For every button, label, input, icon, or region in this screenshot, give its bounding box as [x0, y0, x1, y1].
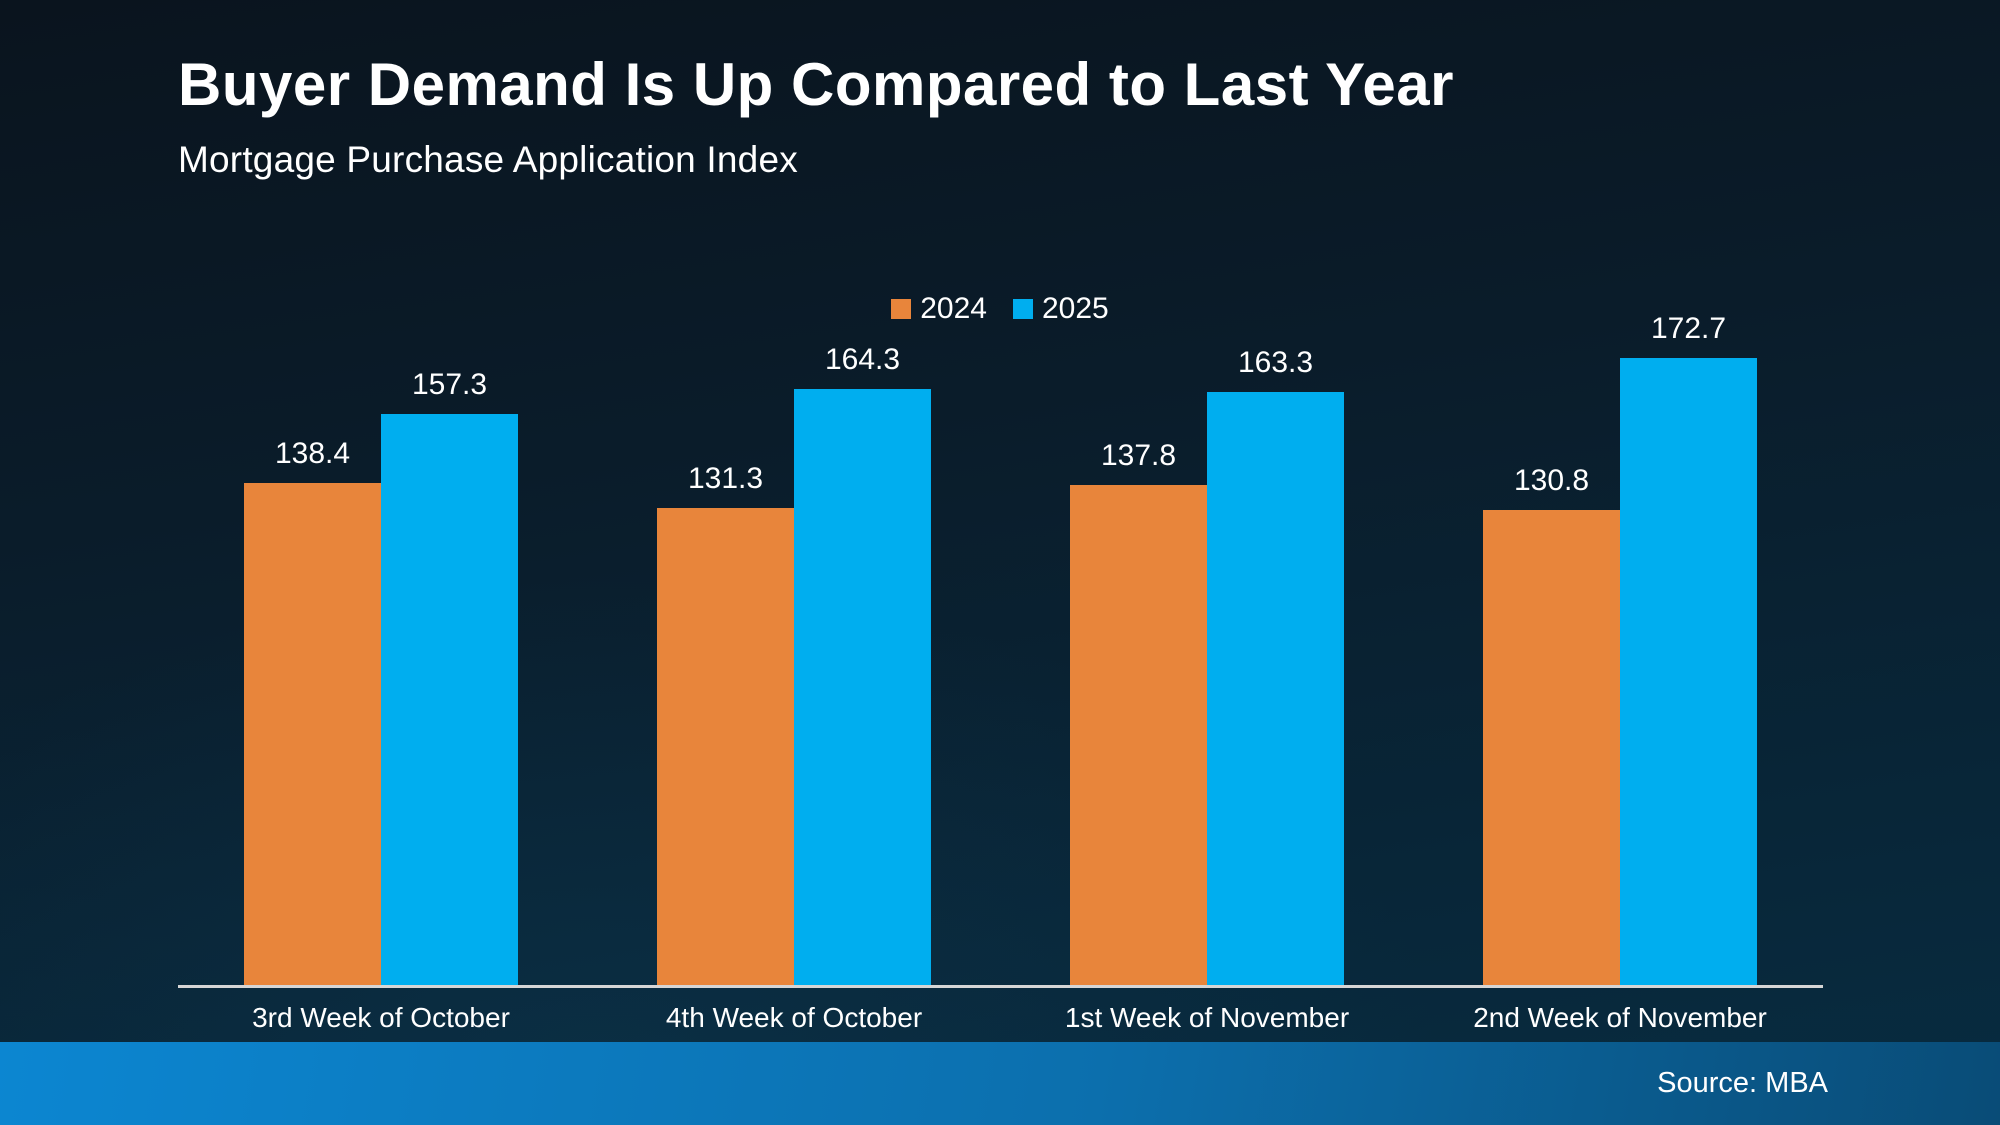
bar-2025: [1207, 392, 1344, 985]
bar-group: 131.3 164.3: [657, 342, 931, 985]
bar-2025: [381, 413, 518, 985]
bar-2024: [244, 482, 381, 985]
page-title: Buyer Demand Is Up Compared to Last Year: [178, 51, 1454, 118]
footer-banner: Source: MBA: [0, 1042, 2000, 1125]
chart-header: Buyer Demand Is Up Compared to Last Year…: [178, 50, 1454, 181]
bar-2025: [794, 388, 931, 985]
legend-swatch-icon: [1013, 299, 1033, 319]
legend-label: 2025: [1042, 292, 1109, 325]
bar-value-label: 157.3: [411, 367, 488, 401]
legend-swatch-icon: [891, 299, 912, 319]
bar-value-label: 131.3: [687, 462, 764, 496]
bar-column: 130.8: [1483, 464, 1620, 985]
x-axis-line: [178, 985, 1823, 988]
bar-column: 164.3: [794, 342, 931, 985]
source-label: Source: MBA: [1657, 1067, 1828, 1099]
bar-value-label: 138.4: [274, 436, 351, 470]
x-axis-label: 4th Week of October: [665, 1002, 923, 1033]
legend-item-2024: 2024: [891, 292, 987, 326]
x-axis-label: 3rd Week of October: [252, 1002, 510, 1033]
bar-column: 163.3: [1207, 346, 1344, 985]
bar-column: 138.4: [244, 436, 381, 985]
legend-item-2025: 2025: [1013, 292, 1109, 326]
bar-value-label: 172.7: [1650, 312, 1727, 345]
bar-group: 138.4 157.3: [244, 368, 518, 985]
bar-2025: [1620, 358, 1757, 985]
bar-column: 137.8: [1070, 439, 1207, 985]
bar-2024: [1483, 510, 1620, 985]
legend-label: 2024: [920, 292, 987, 325]
x-axis-labels: 3rd Week of October 4th Week of October 1s…: [178, 1002, 1823, 1034]
bar-group: 137.8 163.3: [1070, 346, 1344, 985]
page-subtitle: Mortgage Purchase Application Index: [178, 139, 798, 180]
bar-value-label: 130.8: [1513, 464, 1590, 498]
bar-column: 172.7: [1620, 312, 1757, 985]
bar-value-label: 163.3: [1237, 346, 1314, 380]
bar-column: 157.3: [381, 368, 518, 985]
x-axis-label: 2nd Week of November: [1473, 1002, 1767, 1033]
chart-legend: 2024 2025: [0, 292, 2000, 326]
bar-groups: 138.4 157.3 131.3 164.3 137.8 163.3 130.8 172.7: [178, 285, 1823, 985]
bar-2024: [657, 508, 794, 985]
bar-chart: 138.4 157.3 131.3 164.3 137.8 163.3 130.8 172.7…: [178, 285, 1823, 1033]
bar-2024: [1070, 484, 1207, 985]
bar-value-label: 164.3: [824, 342, 901, 376]
bar-group: 130.8 172.7: [1483, 312, 1757, 985]
x-axis-label: 1st Week of November: [1064, 1002, 1350, 1033]
bar-column: 131.3: [657, 462, 794, 985]
bar-value-label: 137.8: [1100, 438, 1177, 472]
